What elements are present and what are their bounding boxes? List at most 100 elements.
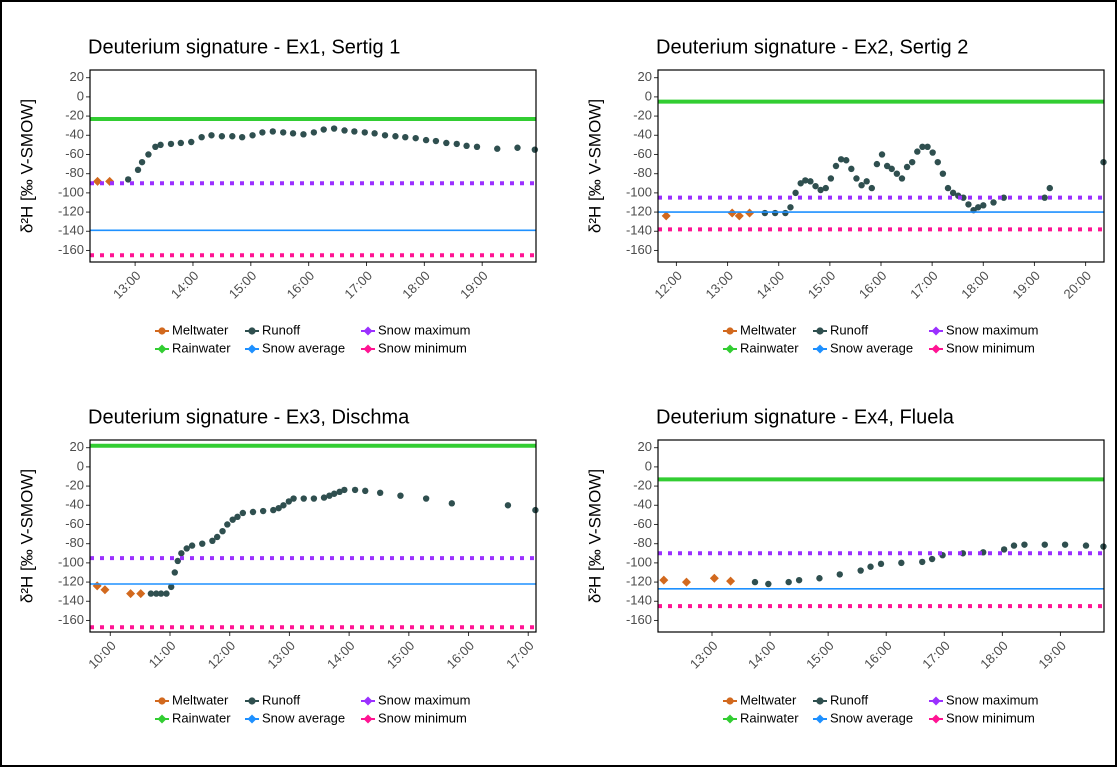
data-point xyxy=(320,494,328,501)
data-point xyxy=(661,211,671,221)
data-point xyxy=(234,513,241,520)
panel-title: Deuterium signature - Ex3, Dischma xyxy=(88,406,410,428)
y-tick-label: -120 xyxy=(58,574,84,589)
legend-label: Snow minimum xyxy=(378,340,467,355)
legend-key-point xyxy=(815,714,825,724)
data-point xyxy=(198,134,205,141)
legend-label: Snow average xyxy=(262,340,345,355)
data-point xyxy=(858,182,865,189)
data-point xyxy=(473,143,481,150)
data-point xyxy=(873,160,881,168)
legend-label: Meltwater xyxy=(740,692,797,707)
legend-entry: Runoff xyxy=(813,322,868,337)
y-tick-label: -60 xyxy=(65,516,84,531)
y-tick-label: -20 xyxy=(633,108,652,123)
data-point xyxy=(531,146,539,153)
legend-label: Runoff xyxy=(830,322,868,337)
data-point xyxy=(792,189,799,197)
legend-label: Rainwater xyxy=(172,340,231,355)
data-point xyxy=(681,577,691,587)
legend-key-point xyxy=(725,344,735,354)
data-point xyxy=(199,540,206,547)
data-point xyxy=(817,186,824,194)
legend-key-point xyxy=(931,714,941,724)
y-tick-label: -140 xyxy=(58,593,84,608)
y-tick-label: -40 xyxy=(633,497,652,512)
data-point xyxy=(709,573,719,583)
data-point xyxy=(734,211,744,221)
legend-entry: Snow maximum xyxy=(929,322,1038,337)
y-tick-label: -40 xyxy=(65,127,84,142)
data-point xyxy=(797,180,804,187)
data-point xyxy=(453,140,460,148)
data-point xyxy=(361,129,368,136)
legend-entry: Runoff xyxy=(245,692,300,707)
data-point xyxy=(807,178,814,185)
legend-key-point xyxy=(816,697,824,705)
data-point xyxy=(300,495,307,502)
y-tick-label: -120 xyxy=(58,204,84,219)
data-point xyxy=(504,502,512,509)
legend-label: Meltwater xyxy=(740,322,797,337)
data-point xyxy=(280,502,287,509)
data-point xyxy=(443,139,450,147)
data-point xyxy=(208,132,215,139)
data-point xyxy=(153,590,160,597)
data-point xyxy=(919,143,926,150)
data-point xyxy=(174,557,181,565)
legend-label: Runoff xyxy=(830,692,868,707)
legend-key-point xyxy=(363,344,373,354)
data-point xyxy=(494,145,501,152)
y-tick-label: -100 xyxy=(626,184,652,199)
y-tick-label: -160 xyxy=(58,242,84,257)
data-point xyxy=(1000,194,1007,201)
data-point xyxy=(239,509,247,517)
data-point xyxy=(745,208,755,218)
data-point xyxy=(249,132,256,139)
legend-label: Runoff xyxy=(262,322,300,337)
legend-key-point xyxy=(363,696,373,706)
data-point xyxy=(167,140,175,148)
legend-entry: Snow average xyxy=(813,710,913,725)
data-point xyxy=(944,184,952,192)
data-point xyxy=(827,175,835,182)
data-point xyxy=(883,162,891,170)
data-point xyxy=(802,177,809,184)
data-point xyxy=(888,165,895,173)
data-point xyxy=(397,492,404,499)
legend-entry: Snow average xyxy=(245,710,345,725)
data-point xyxy=(751,578,759,586)
data-point xyxy=(782,209,789,217)
y-axis-label: δ²H [‰ V-SMOW] xyxy=(585,469,604,603)
legend-key-point xyxy=(726,327,734,335)
data-point xyxy=(908,158,916,166)
data-point xyxy=(857,567,864,574)
y-tick-label: -100 xyxy=(58,554,84,569)
data-point xyxy=(867,563,874,570)
data-point xyxy=(147,590,155,597)
legend-label: Snow average xyxy=(830,340,913,355)
legend-key-point xyxy=(248,327,256,335)
legend-label: Snow average xyxy=(830,710,913,725)
y-tick-label: -120 xyxy=(626,574,652,589)
y-tick-label: 20 xyxy=(638,439,652,454)
data-point xyxy=(269,128,276,135)
legend-label: Runoff xyxy=(262,692,300,707)
data-point xyxy=(213,533,221,541)
data-point xyxy=(249,508,257,516)
legend-label: Rainwater xyxy=(172,710,231,725)
data-point xyxy=(659,575,669,585)
data-point xyxy=(836,571,843,578)
y-axis-label: δ²H [‰ V-SMOW] xyxy=(17,469,36,603)
data-point xyxy=(928,555,936,563)
legend-key-point xyxy=(363,326,373,336)
panel-title: Deuterium signature - Ex4, Fluela xyxy=(656,406,955,428)
data-point xyxy=(878,151,886,158)
data-point xyxy=(362,487,369,495)
data-point xyxy=(157,141,164,149)
data-point xyxy=(376,489,384,496)
legend-entry: Rainwater xyxy=(723,340,799,355)
y-tick-label: -20 xyxy=(65,108,84,123)
data-point xyxy=(402,134,409,141)
